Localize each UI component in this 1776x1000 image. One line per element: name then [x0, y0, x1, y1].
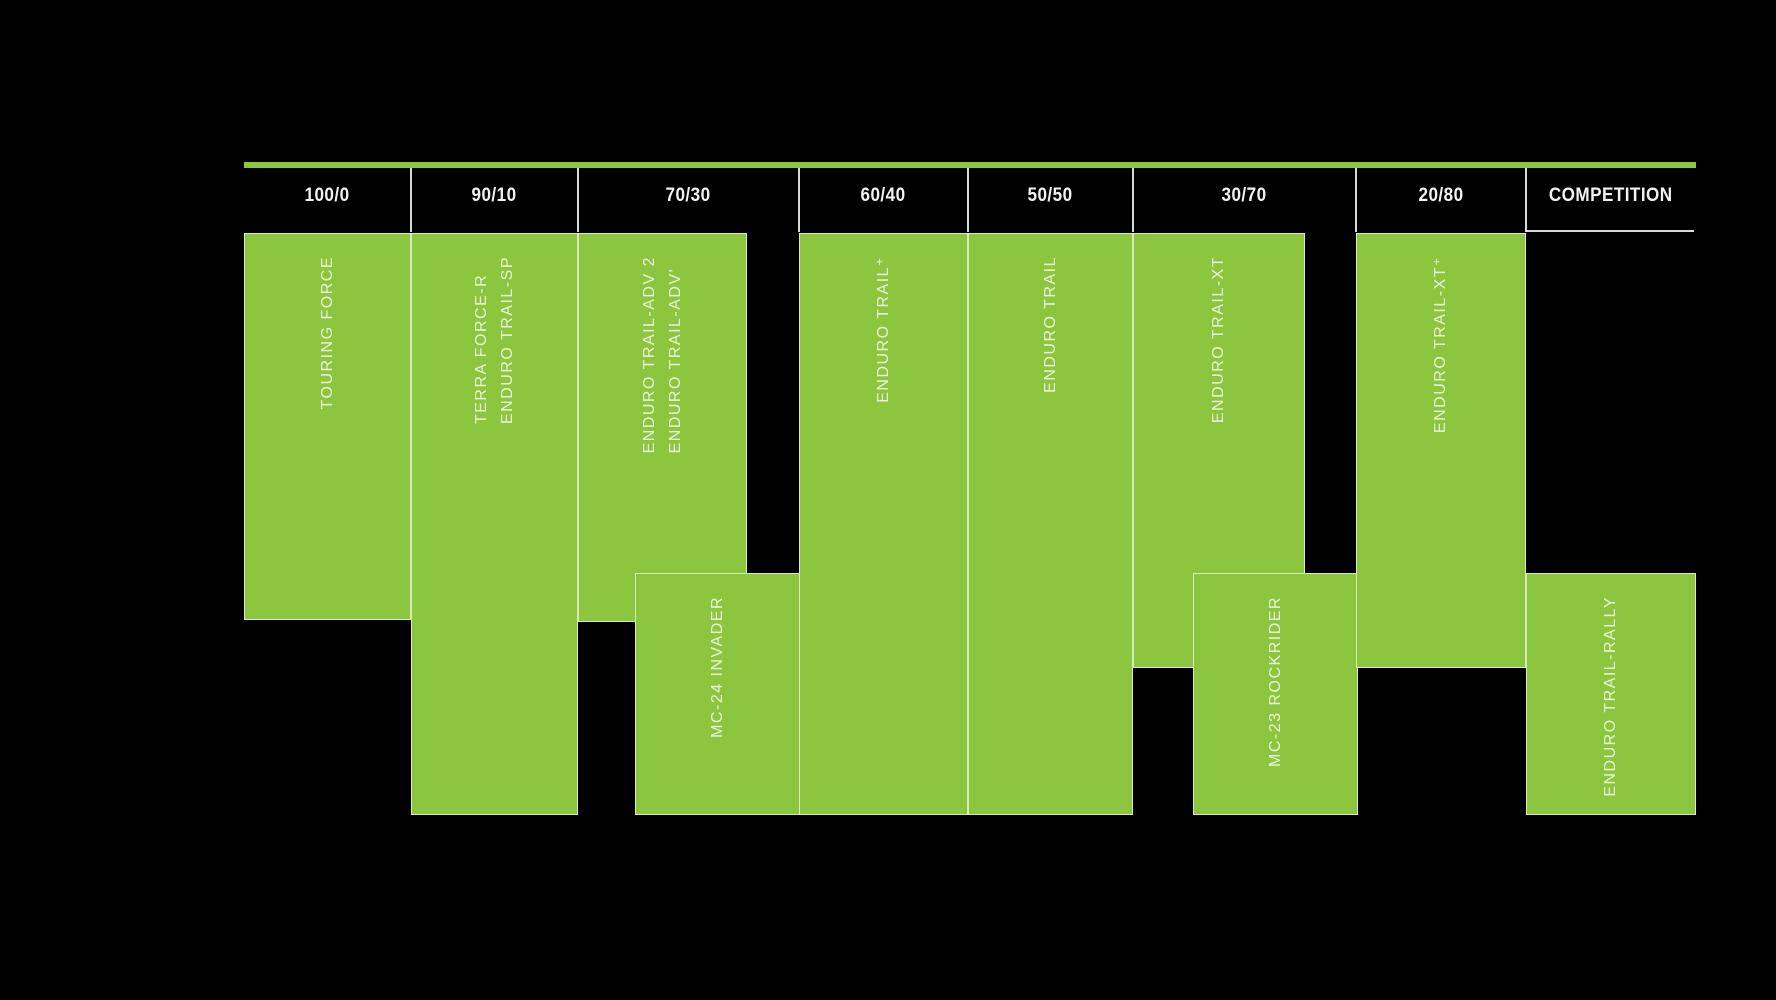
- product-box-terra-force-r-enduro-trail-sp: TERRA FORCE-R ENDURO TRAIL-SP: [411, 233, 578, 815]
- product-box-enduro-trail: ENDURO TRAIL: [968, 233, 1133, 815]
- column-header-label: 90/10: [471, 185, 518, 206]
- column-divider: [410, 168, 412, 232]
- header-accent-line: [244, 162, 1696, 168]
- competition-header-underline: [1526, 230, 1694, 232]
- column-divider: [1355, 168, 1357, 232]
- product-label: ENDURO TRAIL-ADV 2 ENDURO TRAIL-ADV': [640, 256, 684, 454]
- product-box-enduro-trail-xt-plus: ENDURO TRAIL-XT⁺: [1356, 233, 1526, 668]
- product-label: ENDURO TRAIL: [1041, 256, 1059, 393]
- column-header-100-0: 100/0: [244, 178, 411, 214]
- product-box-enduro-trail-adv: ENDURO TRAIL-ADV 2 ENDURO TRAIL-ADV': [578, 233, 747, 622]
- column-header-label: 50/50: [1027, 185, 1074, 206]
- product-box-mc-23-rockrider: MC-23 ROCKRIDER: [1193, 573, 1358, 815]
- column-header-competition: COMPETITION: [1526, 178, 1696, 214]
- product-label: ENDURO TRAIL⁺: [874, 256, 892, 403]
- product-box-enduro-trail-plus: ENDURO TRAIL⁺: [799, 233, 968, 815]
- column-header-label: 70/30: [665, 185, 712, 206]
- column-header-90-10: 90/10: [411, 178, 578, 214]
- column-header-30-70: 30/70: [1133, 178, 1356, 214]
- product-box-touring-force: TOURING FORCE: [244, 233, 411, 620]
- column-header-label: 60/40: [860, 185, 907, 206]
- column-header-50-50: 50/50: [968, 178, 1133, 214]
- column-header-label: 100/0: [304, 185, 351, 206]
- column-header-70-30: 70/30: [578, 178, 799, 214]
- product-label: MC-23 ROCKRIDER: [1266, 596, 1284, 767]
- product-box-mc-24-invader: MC-24 INVADER: [635, 573, 801, 815]
- column-header-60-40: 60/40: [799, 178, 968, 214]
- column-divider: [967, 168, 969, 232]
- product-label: ENDURO TRAIL-RALLY: [1602, 596, 1619, 797]
- product-label: ENDURO TRAIL-XT⁺: [1432, 256, 1449, 434]
- column-header-label: 30/70: [1221, 185, 1268, 206]
- column-divider: [1525, 168, 1527, 232]
- column-divider: [577, 168, 579, 232]
- column-header-label: COMPETITION: [1549, 185, 1673, 206]
- column-header-20-80: 20/80: [1356, 178, 1526, 214]
- product-box-enduro-trail-rally: ENDURO TRAIL-RALLY: [1526, 573, 1696, 815]
- column-divider: [1132, 168, 1134, 232]
- product-label: ENDURO TRAIL-XT: [1210, 256, 1227, 424]
- column-header-label: 20/80: [1418, 185, 1464, 206]
- column-divider: [798, 168, 800, 232]
- product-label: MC-24 INVADER: [709, 596, 726, 738]
- product-label: TERRA FORCE-R ENDURO TRAIL-SP: [472, 256, 516, 425]
- product-label: TOURING FORCE: [318, 256, 336, 410]
